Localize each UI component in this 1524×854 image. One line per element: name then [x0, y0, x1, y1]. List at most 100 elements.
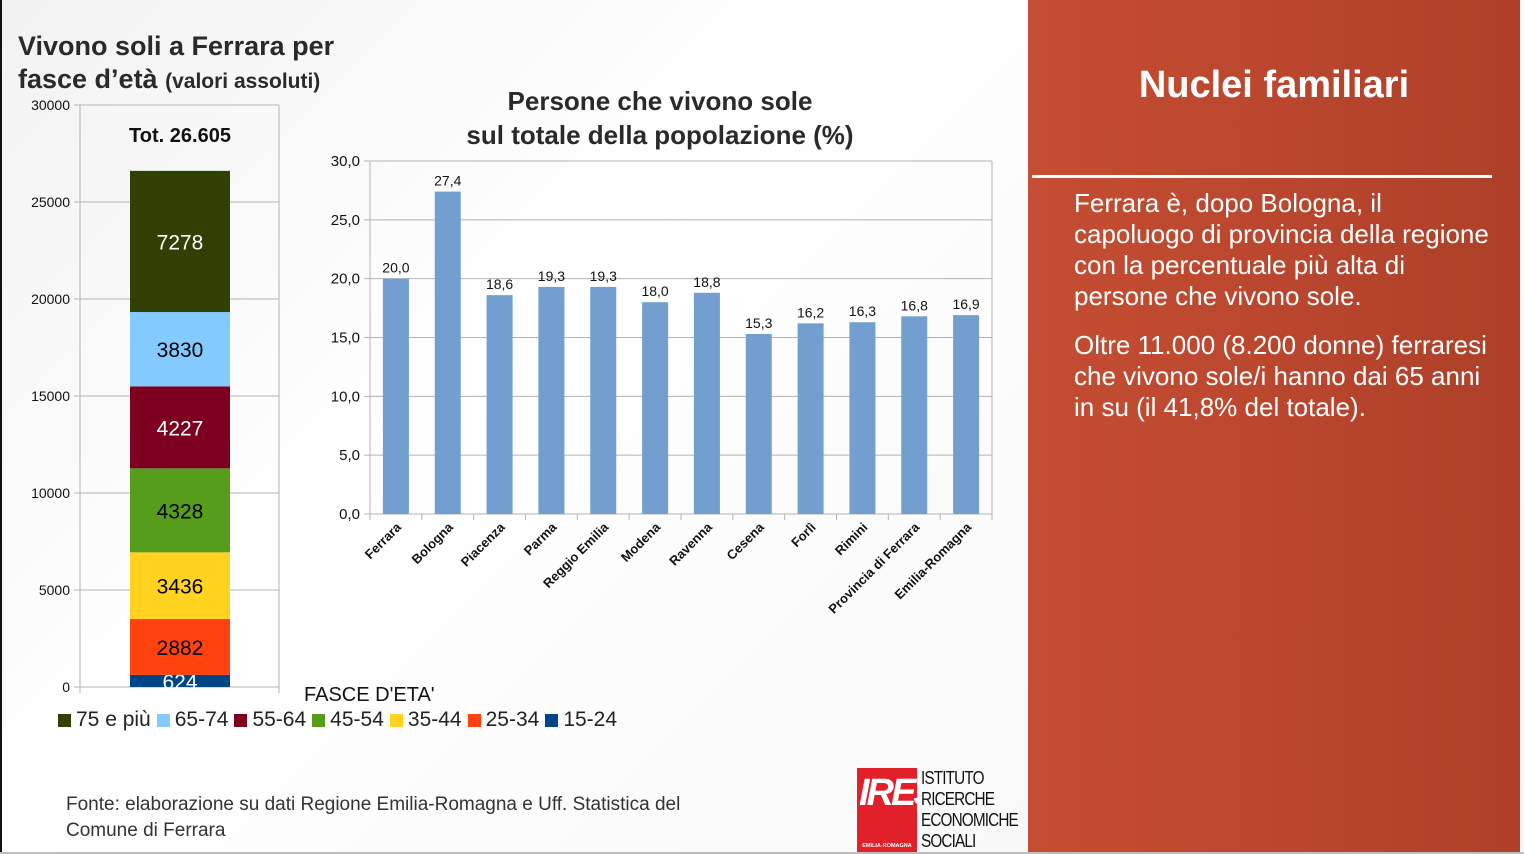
legend-swatch: [389, 713, 403, 727]
bar-y-tick-label: 15,0: [331, 330, 360, 347]
bar-x-tick-label: Forlì: [788, 520, 819, 551]
legend-swatch: [234, 713, 248, 727]
bar-value-label: 18,8: [693, 274, 720, 290]
bar-chart-title: Persone che vivono sole sul totale della…: [400, 84, 920, 152]
page-bottom-border: [0, 852, 1524, 854]
legend-swatch: [58, 713, 71, 727]
stacked-y-tick-label: 5000: [39, 582, 70, 598]
stacked-title-line1: Vivono soli a Ferrara per: [18, 31, 335, 61]
bar-x-tick-label: Piacenza: [458, 519, 508, 569]
stacked-segment-label: 4227: [157, 417, 204, 440]
bar: [797, 323, 824, 514]
bar-value-label: 16,9: [952, 296, 979, 312]
stacked-chart-title: Vivono soli a Ferrara per fasce d’età (v…: [18, 30, 368, 98]
legend-swatch: [156, 713, 170, 727]
source-line-2: Comune di Ferrara: [66, 820, 226, 841]
bar-value-label: 19,3: [538, 268, 565, 284]
ires-logo-line: RICERCHE: [921, 789, 995, 809]
legend-item: 25-34: [467, 708, 540, 732]
bar-x-tick-label: Parma: [521, 519, 560, 558]
bar-x-tick-label: Cesena: [724, 519, 768, 563]
bar: [486, 295, 513, 514]
bar-title-line2: sul totale della popolazione (%): [466, 120, 854, 150]
ires-logo-text: ISTITUTO RICERCHE ECONOMICHE SOCIALI: [921, 768, 1019, 852]
legend-item: 65-74: [156, 708, 229, 732]
page-left-border: [0, 0, 2, 852]
stacked-segment: [130, 552, 230, 619]
legend-item: 55-64: [234, 708, 306, 732]
bar-value-label: 18,6: [486, 276, 513, 292]
stacked-segment-label: 3830: [157, 339, 204, 362]
bar: [538, 286, 565, 514]
bar-value-label: 16,3: [849, 303, 876, 319]
stacked-segment: [130, 674, 230, 687]
legend-label: 35-44: [407, 708, 462, 731]
legend-swatch: [312, 713, 326, 727]
bar-y-tick-label: 20,0: [331, 271, 360, 288]
bar-x-tick-label: Provincia di Ferrara: [825, 519, 922, 616]
stacked-segment: [130, 386, 230, 469]
bar-value-label: 16,2: [797, 304, 824, 320]
panel-paragraph: Ferrara è, dopo Bologna, il capoluogo di…: [1074, 188, 1489, 311]
bar-y-tick-label: 30,0: [331, 153, 360, 170]
ires-logo-line: SOCIALI: [921, 831, 976, 851]
stacked-segment-label: 624: [162, 671, 197, 694]
legend-label: 65-74: [174, 708, 229, 731]
percentage-bar-chart: 0,0 5,0 10,0 15,0 20,0 25,0 30,0 20,0 27,4 18,6 1…: [331, 153, 993, 616]
bar: [590, 286, 617, 514]
stacked-segment-label: 3436: [157, 576, 204, 599]
legend-label: 75 e più: [76, 708, 151, 731]
stacked-segment-label: 4328: [157, 500, 204, 523]
bar-value-label: 27,4: [434, 173, 461, 189]
legend-item: 45-54: [312, 708, 384, 732]
bar-y-tick-label: 25,0: [331, 212, 360, 229]
bar: [901, 316, 928, 514]
bar-value-label: 18,0: [641, 283, 668, 299]
ires-logo-letters: IRES: [859, 772, 939, 814]
stacked-segment: [130, 618, 230, 675]
legend-title: FASCE D'ETA': [304, 684, 435, 706]
stacked-y-tick-label: 25000: [31, 194, 70, 210]
legend-item: 75 e più: [58, 708, 151, 732]
bar-value-label: 19,3: [590, 268, 617, 284]
ires-logo-region: EMILIA-ROMAGNA: [862, 843, 912, 849]
bar-y-tick-label: 10,0: [331, 388, 360, 405]
stacked-y-tick-label: 0: [62, 679, 70, 695]
stacked-segment: [130, 312, 230, 387]
stacked-y-tick-label: 20000: [31, 291, 70, 307]
legend-label: 15-24: [563, 708, 618, 731]
bar-value-label: 16,8: [901, 297, 928, 313]
bar-x-tick-label: Ravenna: [666, 519, 715, 568]
side-panel: Nuclei familiari Ferrara è, dopo Bologna…: [1028, 0, 1520, 852]
stacked-total-label: Tot. 26.605: [129, 125, 231, 147]
bar: [849, 322, 876, 514]
stacked-y-tick-label: 15000: [31, 388, 70, 404]
ires-logo-line: ISTITUTO: [921, 768, 984, 788]
stacked-title-line2: fasce d’età (valori assoluti): [18, 63, 368, 98]
bar: [953, 315, 980, 514]
bar-y-tick-label: 0,0: [339, 506, 360, 523]
legend-item: 15-24: [545, 708, 617, 732]
panel-divider: [1032, 175, 1492, 178]
stacked-bar-chart: 0 5000 10000 15000 20000 25000 30000 624 2882 34…: [31, 97, 280, 695]
bar-x-tick-label: Bologna: [408, 519, 456, 567]
stacked-segment: [130, 468, 230, 553]
bar-y-tick-label: 5,0: [339, 447, 360, 464]
stacked-y-tick-label: 10000: [31, 485, 70, 501]
source-note: Fonte: elaborazione su dati Regione Emil…: [66, 792, 826, 844]
legend-label: 25-34: [485, 708, 540, 731]
bar: [382, 278, 409, 514]
bar-x-tick-label: Modena: [618, 519, 664, 565]
legend-swatch: [467, 713, 481, 727]
stacked-segment-label: 2882: [157, 637, 204, 660]
bar-value-label: 20,0: [382, 260, 409, 276]
bar: [642, 302, 669, 514]
stacked-segment: [130, 170, 230, 313]
ires-logo: IRES EMILIA-ROMAGNA ISTITUTO RICERCHE EC…: [857, 768, 1032, 852]
stacked-title-main: fasce d’età: [18, 64, 158, 94]
panel-body: Ferrara è, dopo Bologna, il capoluogo di…: [1074, 188, 1504, 441]
stacked-segment-label: 7278: [157, 231, 204, 254]
bar-x-tick-label: Rimini: [832, 520, 871, 559]
bar: [434, 191, 461, 515]
bar-value-label: 15,3: [745, 315, 772, 331]
